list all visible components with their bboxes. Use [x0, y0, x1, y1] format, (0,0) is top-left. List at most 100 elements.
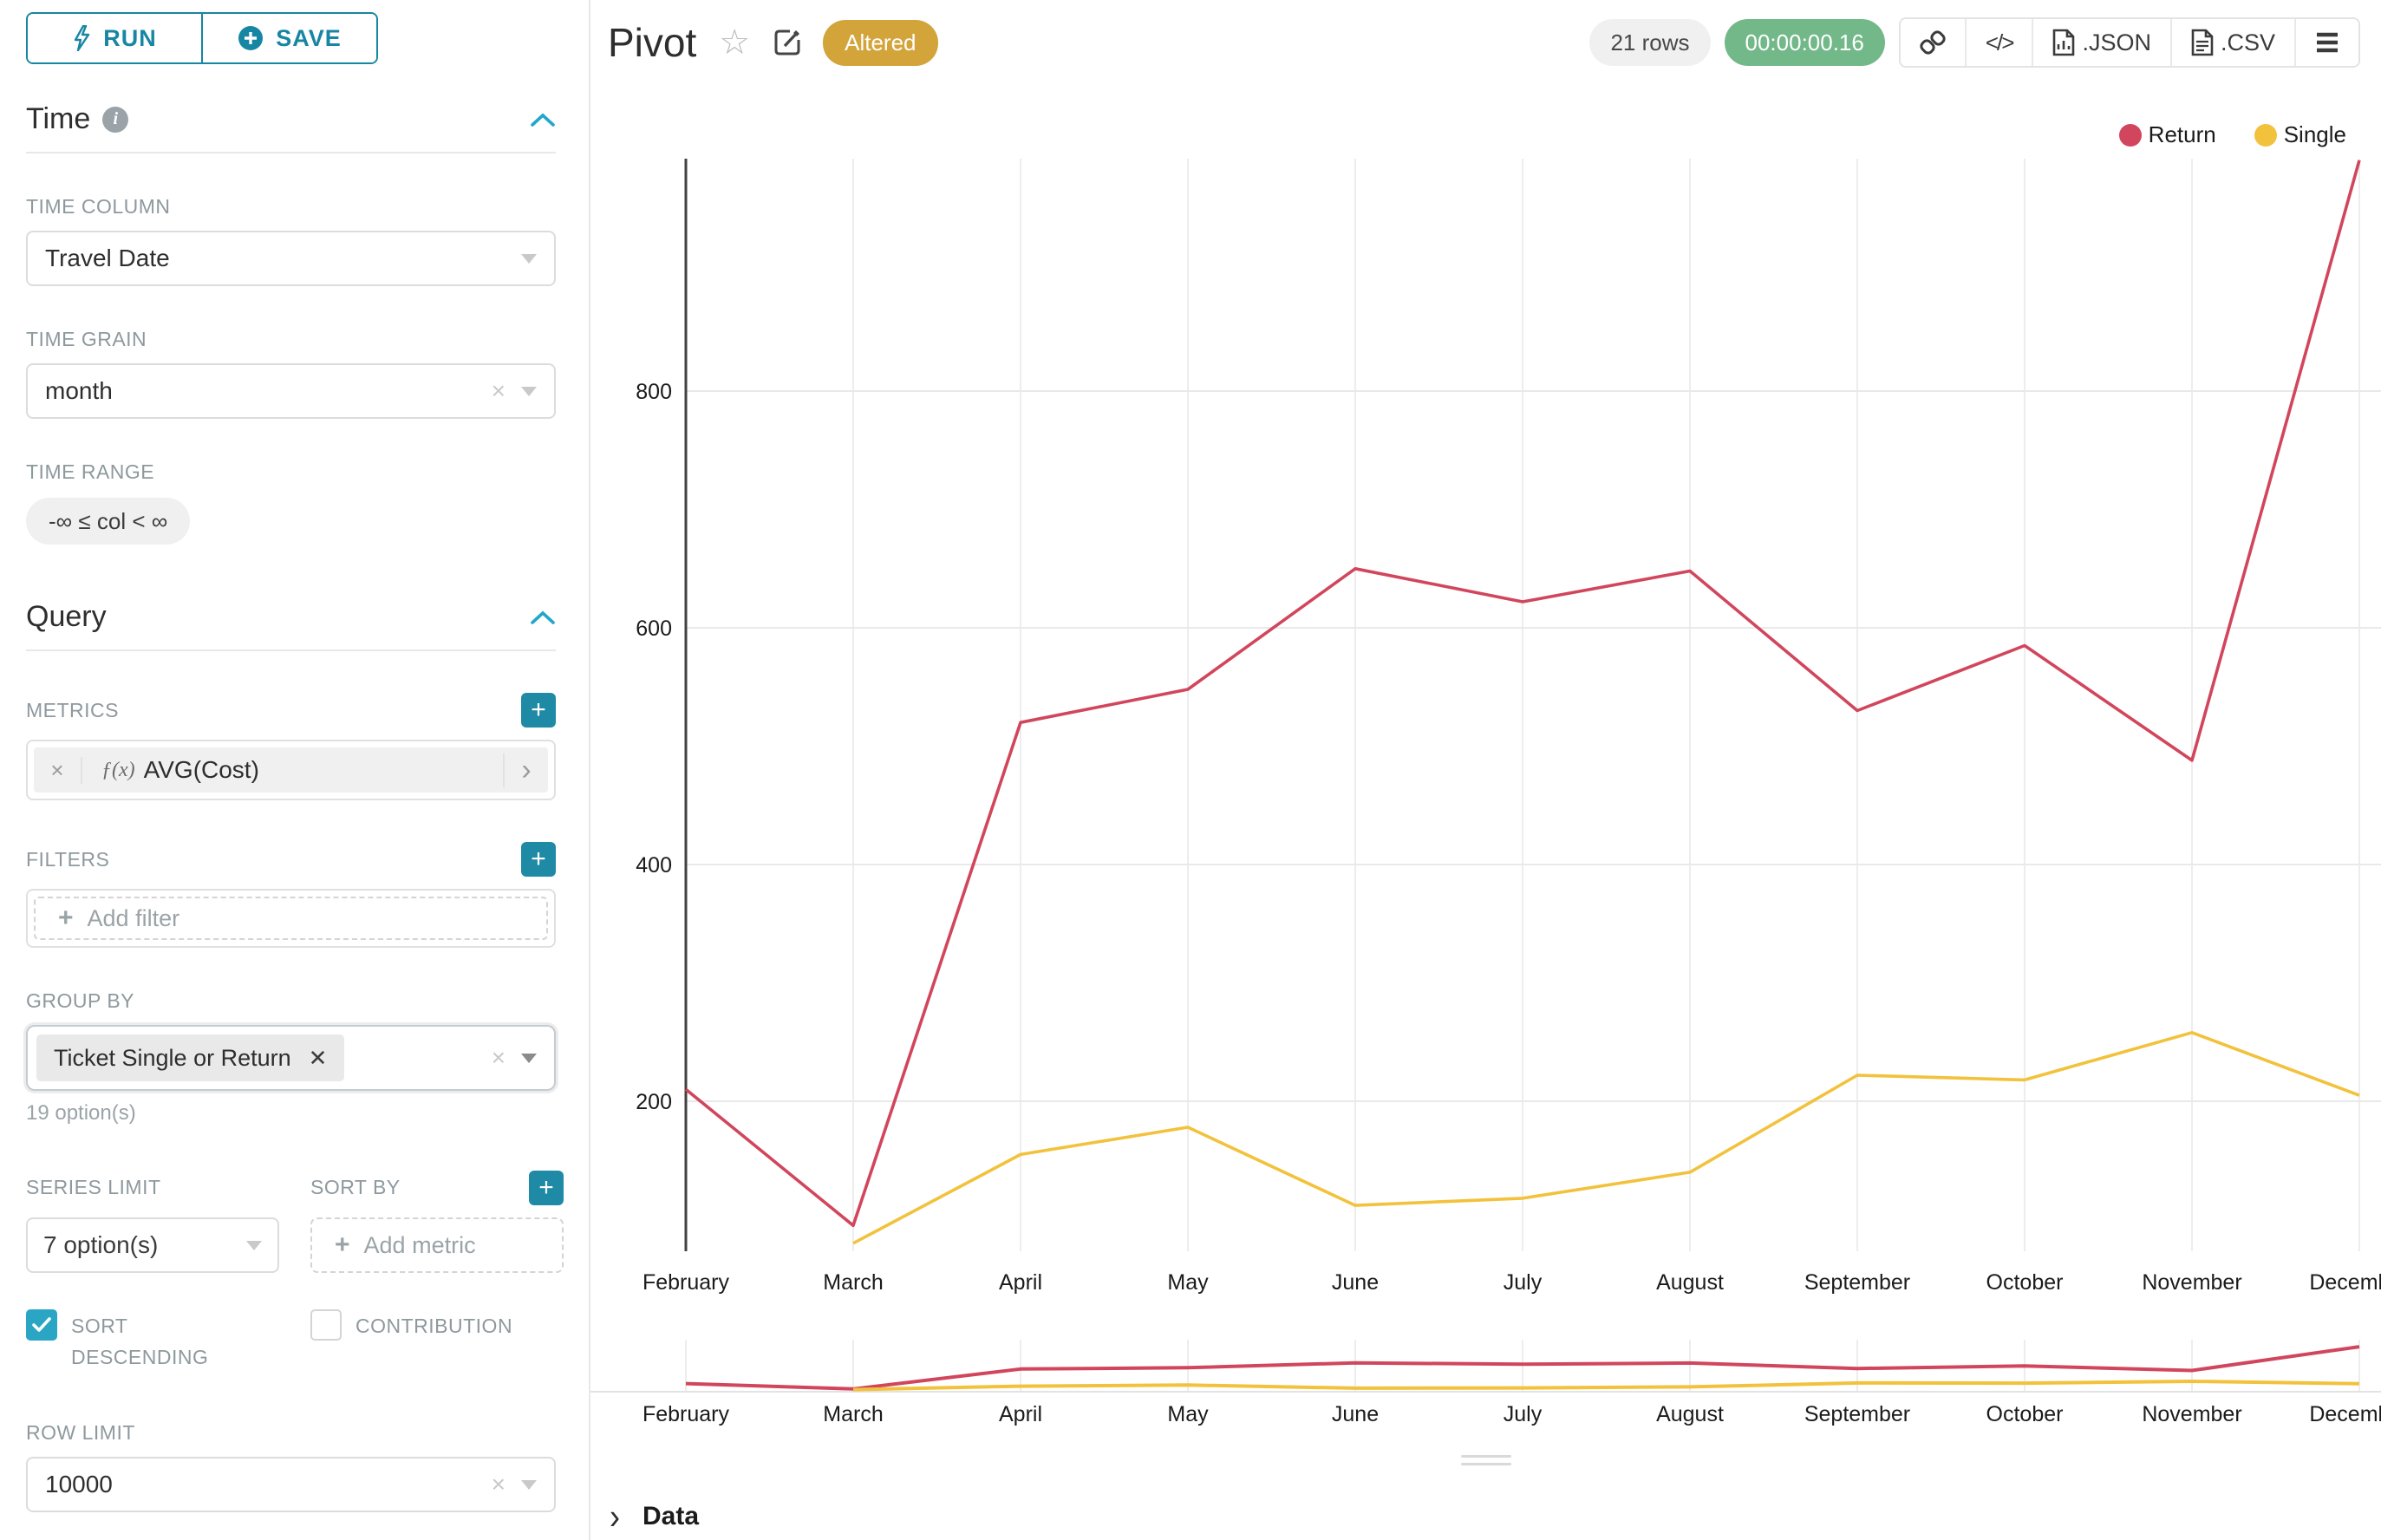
- save-button[interactable]: SAVE: [201, 14, 376, 62]
- row-limit-select[interactable]: 10000 ×: [26, 1457, 556, 1513]
- line-chart[interactable]: 200 400 600 800 February March April May June Jul…: [590, 130, 2381, 1309]
- filters-container: + Add filter: [26, 889, 556, 948]
- plus-circle-icon: [238, 26, 264, 50]
- remove-chip-icon[interactable]: ✕: [308, 1044, 328, 1071]
- chevron-up-icon[interactable]: [530, 112, 556, 127]
- legend-dot-single: [2254, 123, 2277, 147]
- run-button[interactable]: RUN: [28, 14, 201, 62]
- altered-badge[interactable]: Altered: [823, 19, 938, 66]
- legend-item-return[interactable]: Return: [2118, 121, 2216, 148]
- query-section-header[interactable]: Query: [26, 600, 556, 634]
- export-json-button[interactable]: .JSON: [2032, 19, 2170, 66]
- json-file-icon: [2053, 29, 2075, 56]
- divider: [26, 152, 556, 153]
- chevron-down-icon: [521, 1479, 537, 1490]
- sort-descending-label: SORT DESCENDING: [71, 1315, 209, 1368]
- edit-properties-icon[interactable]: [771, 26, 804, 59]
- clear-icon[interactable]: ×: [491, 377, 506, 404]
- favorite-star-icon[interactable]: ☆: [719, 23, 751, 62]
- series-limit-value: 7 option(s): [43, 1231, 159, 1258]
- svg-text:July: July: [1504, 1270, 1543, 1295]
- chevron-down-icon: [246, 1240, 262, 1250]
- svg-text:800: 800: [636, 380, 672, 404]
- svg-text:August: August: [1656, 1270, 1724, 1295]
- sort-descending-checkbox-row: SORT DESCENDING: [26, 1308, 279, 1373]
- row-limit-value: 10000: [45, 1471, 113, 1498]
- link-icon: [1920, 30, 1946, 55]
- group-by-select[interactable]: Ticket Single or Return ✕ ×: [26, 1025, 556, 1091]
- fx-icon: ƒ(x): [101, 758, 135, 781]
- clear-icon[interactable]: ×: [491, 1044, 506, 1071]
- time-grain-value: month: [45, 377, 113, 404]
- expand-metric-icon[interactable]: ›: [503, 753, 548, 787]
- add-filter-placeholder: Add filter: [87, 904, 180, 931]
- metrics-container: × ƒ(x) AVG(Cost) ›: [26, 740, 556, 800]
- legend-label-return: Return: [2148, 121, 2216, 147]
- sort-by-placeholder: Add metric: [363, 1231, 476, 1258]
- time-grain-select[interactable]: month ×: [26, 363, 556, 419]
- svg-text:February: February: [643, 1402, 730, 1426]
- check-icon: [32, 1317, 51, 1332]
- contribution-checkbox[interactable]: [310, 1309, 342, 1341]
- chevron-up-icon[interactable]: [530, 610, 556, 625]
- control-panel-sidebar: RUN SAVE Time i TIME COLUMN Travel Date …: [0, 0, 590, 1540]
- copy-link-button[interactable]: [1900, 19, 1965, 66]
- svg-text:October: October: [1986, 1270, 2064, 1295]
- lightning-icon: [75, 25, 90, 51]
- chart-legend: Return Single: [2118, 121, 2346, 148]
- group-by-chip[interactable]: Ticket Single or Return ✕: [36, 1034, 345, 1081]
- add-filter-dropzone[interactable]: + Add filter: [34, 897, 548, 940]
- contribution-label: CONTRIBUTION: [356, 1315, 513, 1337]
- export-csv-button[interactable]: .CSV: [2169, 19, 2294, 66]
- chart-header: Pivot ☆ Altered 21 rows 00:00:00.16: [608, 17, 2360, 68]
- remove-metric-icon[interactable]: ×: [34, 756, 82, 784]
- chevron-right-icon: ›: [610, 1495, 620, 1537]
- menu-icon: [2317, 32, 2338, 53]
- info-icon[interactable]: i: [102, 106, 129, 133]
- legend-item-single[interactable]: Single: [2254, 121, 2346, 148]
- time-section-header[interactable]: Time i: [26, 102, 556, 136]
- data-section-header[interactable]: › Data: [610, 1495, 699, 1537]
- run-button-label: RUN: [103, 24, 157, 51]
- svg-text:March: March: [823, 1402, 883, 1426]
- sort-by-dropzone[interactable]: + Add metric: [310, 1217, 564, 1273]
- chart-header-actions: 21 rows 00:00:00.16 </>: [1589, 17, 2360, 68]
- contribution-checkbox-row: CONTRIBUTION: [310, 1308, 564, 1373]
- group-by-options-hint: 19 option(s): [26, 1101, 136, 1125]
- svg-text:September: September: [1804, 1402, 1910, 1426]
- metric-name: AVG(Cost): [143, 756, 259, 783]
- sort-descending-checkbox[interactable]: [26, 1309, 57, 1341]
- query-section-title: Query: [26, 600, 107, 633]
- time-column-label: TIME COLUMN: [26, 195, 171, 218]
- embed-code-button[interactable]: </>: [1964, 19, 2032, 66]
- time-range-pill[interactable]: -∞ ≤ col < ∞: [26, 498, 191, 545]
- add-filter-button[interactable]: +: [521, 842, 556, 877]
- svg-text:February: February: [643, 1270, 730, 1295]
- code-icon: </>: [1985, 29, 2015, 55]
- time-range-label: TIME RANGE: [26, 460, 155, 483]
- group-by-chip-label: Ticket Single or Return: [54, 1044, 291, 1071]
- add-metric-button[interactable]: +: [521, 693, 556, 728]
- svg-text:200: 200: [636, 1090, 672, 1114]
- time-column-value: Travel Date: [45, 245, 170, 271]
- svg-text:600: 600: [636, 617, 672, 641]
- clear-icon[interactable]: ×: [491, 1471, 506, 1498]
- series-limit-select[interactable]: 7 option(s): [26, 1217, 279, 1273]
- add-sort-metric-button[interactable]: +: [529, 1171, 564, 1205]
- metric-chip[interactable]: × ƒ(x) AVG(Cost) ›: [34, 747, 548, 793]
- range-selector-chart[interactable]: February March April May June July August Septe…: [590, 1340, 2381, 1435]
- legend-label-single: Single: [2283, 121, 2346, 147]
- svg-text:October: October: [1986, 1402, 2064, 1426]
- chart-panel: Pivot ☆ Altered 21 rows 00:00:00.16: [590, 0, 2381, 1540]
- svg-text:April: April: [999, 1402, 1042, 1426]
- svg-text:November: November: [2142, 1270, 2241, 1295]
- save-button-label: SAVE: [276, 24, 342, 51]
- chart-menu-button[interactable]: [2294, 19, 2358, 66]
- time-column-select[interactable]: Travel Date: [26, 231, 556, 286]
- svg-text:July: July: [1504, 1402, 1543, 1426]
- svg-text:September: September: [1804, 1270, 1910, 1295]
- svg-text:June: June: [1332, 1402, 1379, 1426]
- legend-dot-return: [2118, 123, 2142, 147]
- panel-resize-handle[interactable]: [1460, 1450, 1511, 1471]
